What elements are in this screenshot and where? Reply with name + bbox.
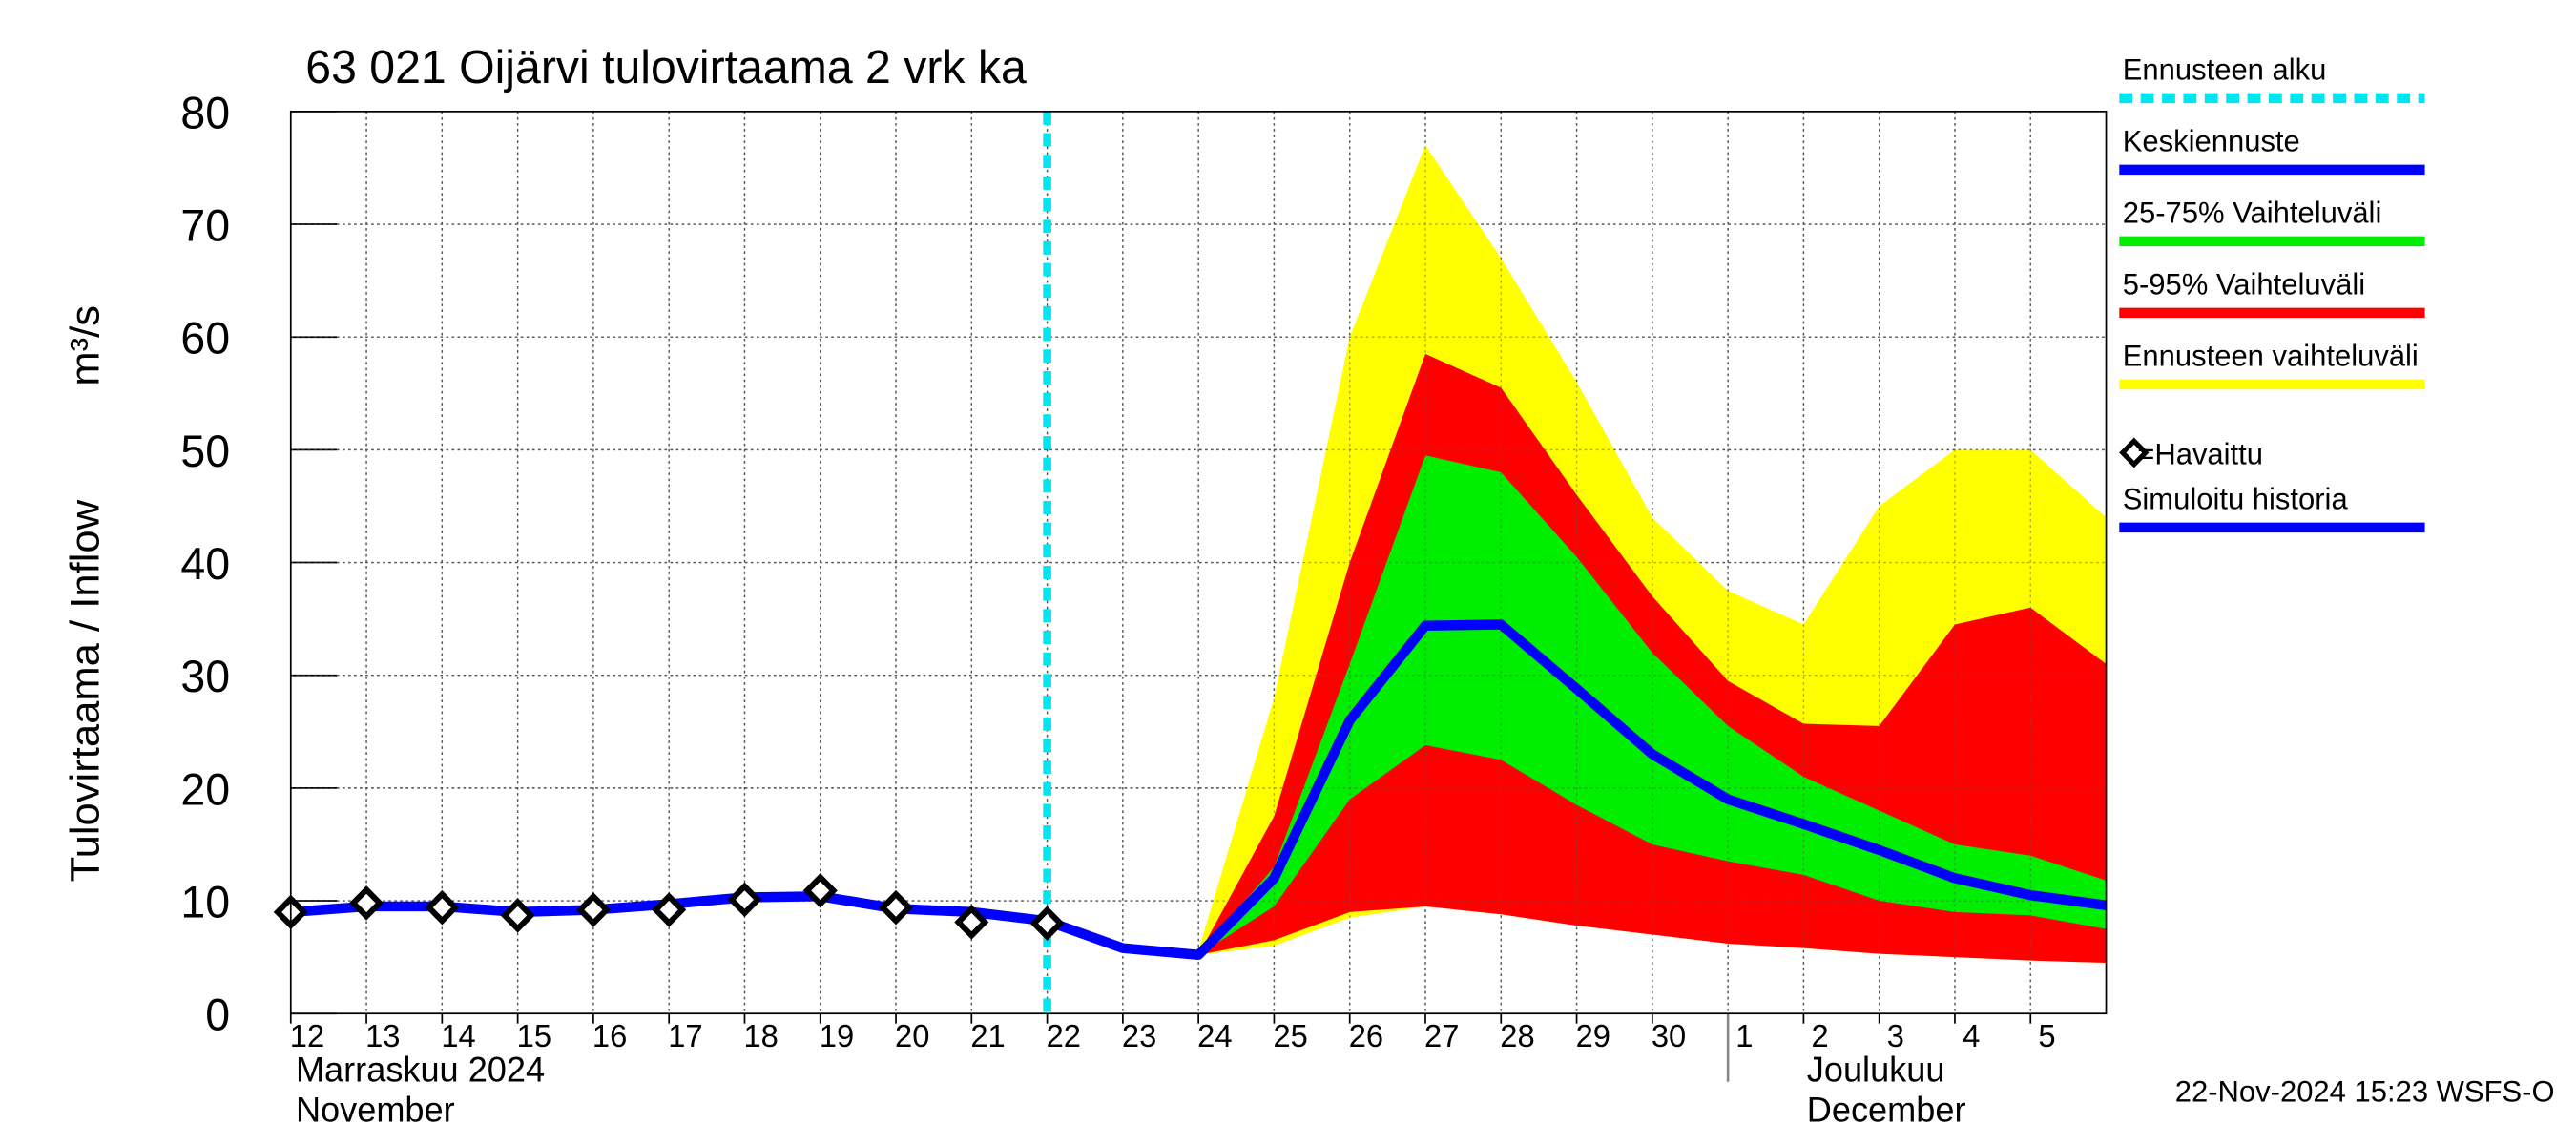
x-tick-label: 13 — [365, 1018, 400, 1053]
legend-label: Keskiennuste — [2123, 125, 2300, 158]
y-tick-label: 30 — [180, 652, 230, 701]
x-tick-label: 18 — [744, 1018, 779, 1053]
month-label-en: December — [1807, 1090, 1966, 1129]
month-label: Marraskuu 2024 — [296, 1051, 545, 1090]
x-tick-label: 30 — [1652, 1018, 1686, 1053]
x-tick-label: 3 — [1887, 1018, 1904, 1053]
legend-label: 25-75% Vaihteluväli — [2123, 197, 2382, 230]
y-tick-label: 60 — [180, 313, 230, 363]
x-tick-label: 25 — [1273, 1018, 1307, 1053]
observed-point — [575, 892, 611, 927]
observed-point — [802, 873, 838, 908]
observed-point — [500, 898, 535, 933]
y-axis-unit: m³/s — [63, 305, 109, 386]
x-tick-label: 15 — [517, 1018, 551, 1053]
legend-marker — [2119, 437, 2150, 468]
x-tick-label: 24 — [1197, 1018, 1232, 1053]
x-tick-label: 20 — [895, 1018, 929, 1053]
x-tick-label: 4 — [1963, 1018, 1980, 1053]
x-tick-label: 19 — [820, 1018, 854, 1053]
y-tick-label: 40 — [180, 539, 230, 589]
y-tick-label: 70 — [180, 200, 230, 250]
observed-point — [1029, 906, 1065, 941]
band — [1047, 455, 2107, 955]
series-line — [1045, 619, 2108, 960]
y-tick-label: 0 — [205, 989, 230, 1039]
month-label-en: November — [296, 1090, 455, 1129]
x-tick-label: 28 — [1500, 1018, 1534, 1053]
y-tick-label: 80 — [180, 88, 230, 137]
y-tick-label: 20 — [180, 764, 230, 814]
observed-point — [878, 889, 914, 926]
observed-point — [652, 892, 687, 927]
observed-point — [425, 889, 460, 926]
legend-label: 5-95% Vaihteluväli — [2123, 268, 2365, 302]
x-tick-label: 2 — [1812, 1018, 1829, 1053]
x-tick-label: 22 — [1047, 1018, 1081, 1053]
y-axis-label: Tulovirtaama / Inflow — [63, 499, 109, 882]
y-tick-label: 10 — [180, 877, 230, 926]
x-tick-label: 29 — [1576, 1018, 1610, 1053]
observed-point — [954, 905, 989, 940]
observed-point — [349, 885, 384, 921]
x-tick-label: 5 — [2038, 1018, 2055, 1053]
footer: 22-Nov-2024 15:23 WSFS-O — [2175, 1074, 2555, 1108]
month-label: Joulukuu — [1807, 1051, 1945, 1090]
x-tick-label: 16 — [592, 1018, 627, 1053]
plot-frame — [289, 110, 2108, 1015]
legend-label: Ennusteen vaihteluväli — [2123, 340, 2419, 373]
x-tick-label: 14 — [441, 1018, 475, 1053]
x-tick-label: 23 — [1122, 1018, 1156, 1053]
x-tick-label: 12 — [290, 1018, 324, 1053]
legend-label: Simuloitu historia — [2123, 483, 2349, 516]
chart-title: 63 021 Oijärvi tulovirtaama 2 vrk ka — [305, 42, 1027, 94]
y-tick-label: 50 — [180, 427, 230, 476]
legend-label: Ennusteen alku — [2123, 53, 2327, 87]
x-tick-label: 21 — [970, 1018, 1005, 1053]
x-tick-label: 17 — [668, 1018, 702, 1053]
legend-label: =Havaittu — [2137, 437, 2263, 470]
x-tick-label: 1 — [1735, 1018, 1753, 1053]
x-tick-label: 27 — [1424, 1018, 1459, 1053]
observed-point — [727, 882, 762, 918]
x-tick-label: 26 — [1349, 1018, 1383, 1053]
